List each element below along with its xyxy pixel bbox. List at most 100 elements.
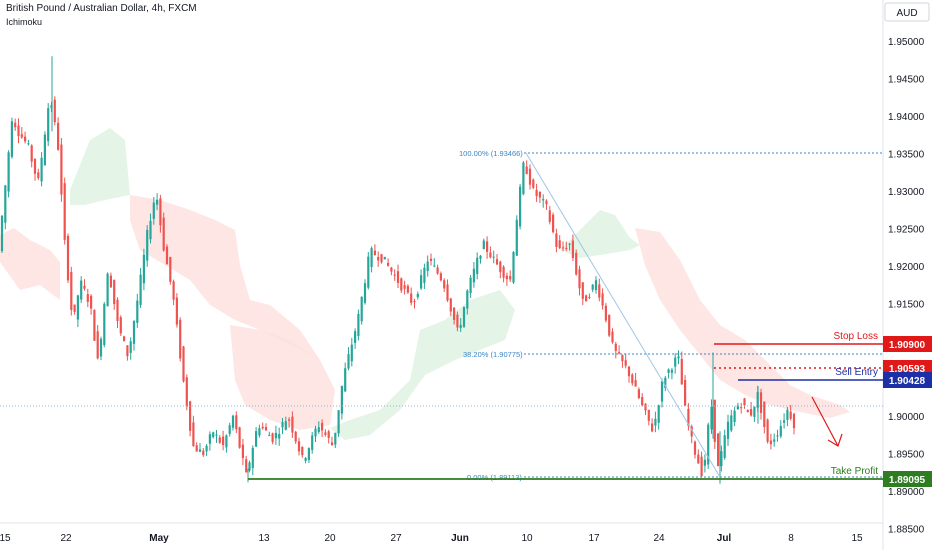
candle-body [707,424,710,465]
candle-body [0,215,4,252]
candle-body [83,285,86,289]
candle-body [426,261,429,272]
time-tick-label: 13 [258,533,270,544]
candle-body [535,189,538,197]
candle-body [99,338,103,357]
candle-body [363,283,367,303]
candle-body [340,385,343,414]
currency-label: AUD [896,8,917,19]
candle-body [149,220,152,240]
candle-body [360,296,363,322]
candle-body [284,421,287,430]
price-tick-label: 1.92000 [888,262,925,273]
candle-body [670,369,673,373]
candle-body [304,458,307,461]
time-tick-label: 22 [60,533,72,544]
price-tick-label: 1.89500 [888,449,925,460]
candle-body [759,392,763,413]
currency-box[interactable] [884,2,930,22]
candle-body [779,426,782,437]
candle-body [60,144,63,195]
candle-body [53,99,56,123]
candle-body [588,296,591,298]
candle-body [710,406,713,430]
cloud-area [130,195,320,360]
candle-body [27,143,30,145]
candle-body [274,432,277,439]
candle-body [390,267,393,272]
fib-382-label: 38.20% (1.90775) [463,350,523,359]
candle-body [561,247,565,249]
candle-body [575,252,578,275]
candle-body [156,199,159,205]
candle-body [703,459,706,466]
candle-body [730,415,733,431]
candle-body [192,422,195,447]
candle-body [618,352,621,354]
candle-body [637,389,640,399]
candle-body [538,191,541,198]
candle-body [545,200,548,205]
candle-body [152,202,155,219]
candle-body [264,426,268,431]
candle-body [502,266,505,278]
price-axis-panel[interactable] [883,0,932,550]
candle-body [585,295,588,302]
candle-body [258,428,261,436]
price-tick-label: 1.95000 [888,37,925,48]
candle-body [241,444,244,459]
time-tick-label: 15 [0,533,11,544]
candle-body [459,324,462,329]
candle-body [208,434,211,444]
candle-body [113,279,116,305]
candle-body [205,445,208,452]
time-tick-label: 24 [653,533,665,544]
candle-body [10,121,13,157]
candle-body [495,259,499,265]
candle-body [667,369,670,373]
time-tick-label: May [149,533,169,544]
take-profit-label: Take Profit [831,466,878,477]
time-tick-label: Jun [451,533,469,544]
candle-body [509,276,512,280]
candle-body [96,331,99,359]
candle-body [660,381,664,402]
analysis-overlays: 100.00% (1.93466) 38.20% (1.90775) 0.00%… [0,149,883,482]
candle-body [245,459,248,473]
candle-body [565,247,568,249]
candle-body [317,427,320,433]
candle-body [66,235,70,281]
time-tick-label: 27 [390,533,402,544]
time-axis-ticks: 15 22 May 13 20 27 Jun 10 17 24 Jul 8 15 [0,533,863,544]
candle-body [291,416,294,433]
cloud-area [0,228,60,300]
candle-body [571,240,574,258]
candle-body [690,426,693,437]
time-tick-label: 8 [788,533,794,544]
candle-body [651,423,654,432]
candle-body [132,321,136,344]
candle-body [43,134,46,166]
cloud-area [70,128,130,205]
candle-body [281,422,284,428]
indicator-label[interactable]: Ichimoku [6,17,43,27]
sell-arrow-head [827,433,843,447]
candle-body [146,229,149,261]
candle-body [743,398,746,406]
candle-body [713,399,716,442]
candle-body [14,122,17,128]
candle-body [733,410,736,423]
candle-body [786,409,789,420]
candle-body [400,278,403,291]
candle-body [634,380,637,387]
candle-body [215,434,218,436]
candle-body [614,343,617,351]
candle-body [684,380,687,406]
candle-body [769,440,772,445]
candle-body [631,374,634,384]
cloud-area [330,290,515,440]
candle-body [499,261,502,273]
candle-body [350,344,353,362]
price-tick-label: 1.94500 [888,74,925,85]
